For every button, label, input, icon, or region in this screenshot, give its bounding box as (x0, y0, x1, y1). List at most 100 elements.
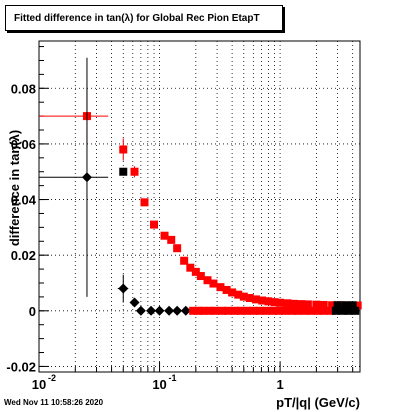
data-point (164, 305, 175, 316)
diamond-marker (172, 305, 183, 316)
data-point (344, 306, 353, 315)
data-point (258, 296, 267, 305)
square-marker (186, 263, 195, 272)
square-marker (249, 306, 258, 315)
data-point (270, 298, 279, 307)
data-point (39, 57, 109, 297)
data-point (353, 301, 362, 310)
diamond-marker (180, 305, 191, 316)
data-point (230, 306, 239, 315)
data-point (333, 301, 342, 310)
data-point (300, 306, 309, 315)
data-point (249, 306, 258, 315)
square-marker (191, 267, 200, 276)
data-point (228, 288, 237, 297)
square-marker (167, 235, 176, 244)
diamond-marker (154, 305, 165, 316)
data-point (196, 272, 205, 281)
square-marker (312, 300, 321, 309)
axes (38, 40, 361, 373)
square-marker (331, 306, 340, 315)
square-marker (236, 306, 245, 315)
data-point (351, 306, 360, 315)
square-marker (338, 306, 347, 315)
data-point (262, 306, 271, 315)
square-marker (281, 306, 290, 315)
square-marker (351, 306, 360, 315)
data-point (234, 290, 243, 299)
square-marker (228, 288, 237, 297)
square-marker (319, 306, 328, 315)
data-point (205, 306, 214, 315)
data-point (303, 300, 312, 309)
data-point (154, 305, 165, 316)
footer-timestamp: Wed Nov 11 10:58:26 2020 (4, 398, 104, 407)
square-marker (344, 306, 353, 315)
square-marker (150, 220, 159, 229)
x-tick-label: 10 (152, 377, 166, 392)
square-marker (268, 306, 277, 315)
diamond-marker (118, 283, 129, 294)
data-marks (39, 57, 362, 316)
square-marker (293, 306, 302, 315)
square-marker (251, 295, 260, 304)
data-point (268, 306, 277, 315)
data-point (264, 297, 273, 306)
data-point (338, 306, 347, 315)
diamond-marker (81, 172, 92, 183)
data-point (39, 88, 109, 144)
data-point (328, 301, 337, 310)
y-tick-label: 0.06 (11, 137, 36, 152)
data-point (160, 231, 169, 240)
data-point (199, 306, 208, 315)
data-point (281, 306, 290, 315)
data-point (172, 305, 183, 316)
data-point (135, 305, 146, 316)
square-marker (313, 306, 322, 315)
y-tick-label: 0.08 (11, 81, 36, 96)
y-axis-label: difference in tan(λ) (7, 130, 22, 246)
square-marker (205, 306, 214, 315)
data-point (216, 283, 225, 292)
x-tick-label: 1 (276, 377, 283, 392)
data-point (236, 306, 245, 315)
data-point (119, 167, 128, 176)
data-point (293, 306, 302, 315)
square-marker (353, 301, 362, 310)
plot-frame (38, 40, 361, 373)
data-point (180, 305, 191, 316)
square-marker (262, 306, 271, 315)
square-marker (283, 299, 292, 308)
square-marker (242, 306, 251, 315)
data-point (222, 285, 231, 294)
square-marker (140, 198, 149, 207)
square-marker (189, 306, 198, 315)
diamond-marker (129, 297, 140, 308)
data-point (130, 166, 139, 178)
square-marker (341, 301, 350, 310)
data-point (276, 298, 285, 307)
square-marker (173, 244, 182, 253)
square-marker (119, 167, 128, 176)
data-point (180, 256, 189, 265)
x-tick-exponent: -1 (169, 373, 177, 383)
data-point (306, 306, 315, 315)
data-point (255, 306, 264, 315)
data-point (191, 267, 200, 276)
square-marker (306, 306, 315, 315)
x-axis-label: pT/|q| (GeV/c) (276, 395, 360, 410)
square-marker (160, 231, 169, 240)
square-marker (289, 299, 298, 308)
square-marker (300, 306, 309, 315)
square-marker (203, 276, 212, 285)
square-marker (194, 306, 203, 315)
square-marker (230, 306, 239, 315)
square-marker (119, 145, 128, 154)
data-point (150, 220, 159, 229)
data-point (289, 299, 298, 308)
y-tick-label: 0 (29, 304, 36, 319)
square-marker (239, 292, 248, 301)
data-point (117, 274, 129, 303)
x-tick-exponent: -2 (48, 373, 56, 383)
